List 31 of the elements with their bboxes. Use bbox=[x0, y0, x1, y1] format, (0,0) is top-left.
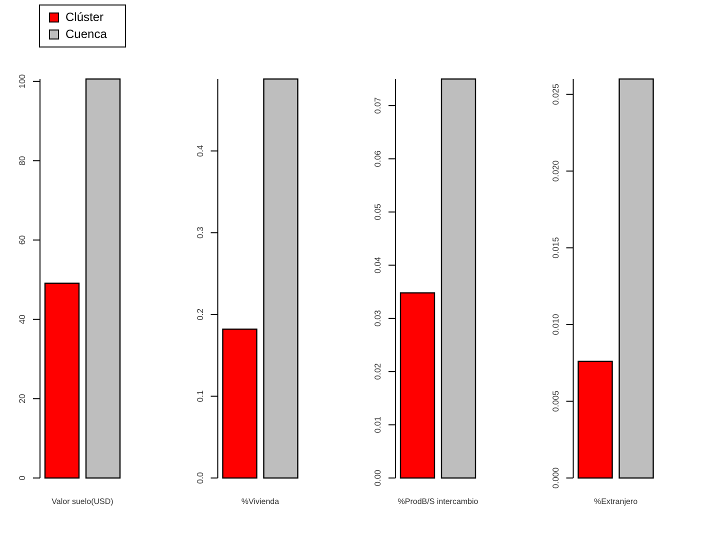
x-tick-label: %Vivienda bbox=[241, 497, 280, 506]
y-tick-label: 0.020 bbox=[550, 160, 560, 182]
legend-label: Clúster bbox=[66, 10, 104, 24]
y-tick-label: 0.015 bbox=[550, 236, 560, 258]
y-tick-label: 80 bbox=[17, 156, 27, 166]
x-tick-label: %ProdB/S intercambio bbox=[398, 497, 479, 506]
y-tick-label: 60 bbox=[17, 235, 27, 245]
x-tick-label: Valor suelo(USD) bbox=[52, 497, 114, 506]
y-tick-label: 0.02 bbox=[372, 363, 382, 380]
y-tick-label: 0 bbox=[17, 475, 27, 480]
y-tick-label: 0.2 bbox=[194, 308, 205, 320]
x-tick-label: %Extranjero bbox=[594, 497, 638, 506]
y-tick-label: 0.06 bbox=[372, 150, 382, 168]
y-tick-label: 0.01 bbox=[372, 416, 382, 434]
y-tick-label: 100 bbox=[17, 74, 27, 88]
y-tick-label: 0.0 bbox=[194, 472, 205, 484]
y-tick-label: 0.04 bbox=[372, 256, 382, 274]
legend-label: Cuenca bbox=[66, 27, 108, 41]
y-tick-label: 0.05 bbox=[372, 203, 382, 220]
y-tick-label: 0.4 bbox=[194, 144, 205, 157]
y-tick-label: 40 bbox=[17, 314, 27, 324]
y-tick-label: 0.010 bbox=[550, 314, 560, 336]
y-tick-label: 0.03 bbox=[372, 310, 382, 327]
y-tick-label: 0.1 bbox=[194, 390, 205, 402]
y-tick-label: 0.025 bbox=[550, 83, 560, 105]
y-tick-label: 20 bbox=[17, 394, 27, 404]
y-tick-label: 0.000 bbox=[550, 467, 560, 489]
y-tick-label: 0.00 bbox=[372, 469, 382, 486]
y-tick-label: 0.005 bbox=[550, 390, 560, 412]
y-tick-label: 0.3 bbox=[194, 226, 205, 239]
y-tick-label: 0.07 bbox=[372, 97, 382, 114]
